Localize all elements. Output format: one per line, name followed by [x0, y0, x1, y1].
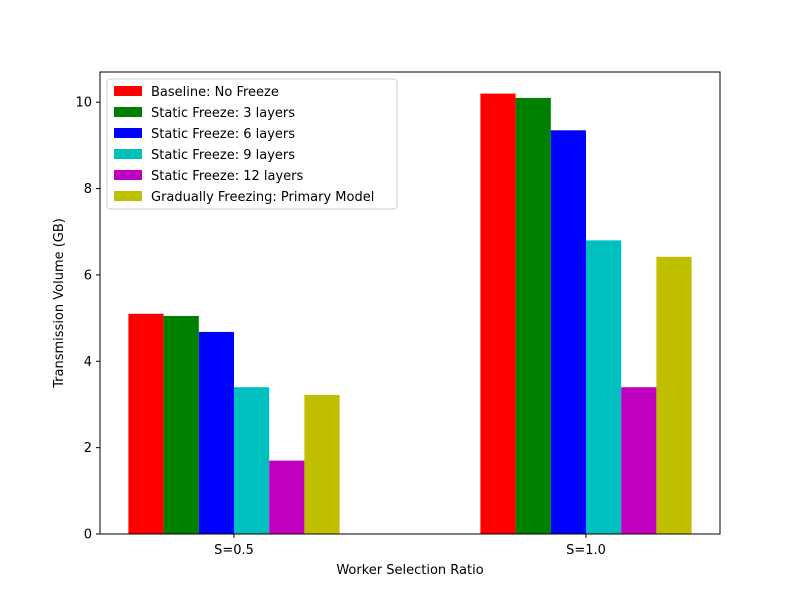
axes-group: 0 2 4 6 8 10 S=0.5 S=1.0: [75, 71, 721, 558]
bar-gradually-freezing-primary-model-s-1-0: [656, 256, 692, 534]
legend-label: Gradually Freezing: Primary Model: [151, 190, 374, 205]
bar-gradually-freezing-primary-model-s-0-5: [304, 394, 340, 534]
bar-baseline-no-freeze-s-0-5: [128, 313, 164, 534]
x-axis-label: Worker Selection Ratio: [336, 563, 483, 578]
bar-static-freeze-12-layers-s-0-5: [269, 460, 305, 534]
bar-static-freeze-6-layers-s-1-0: [550, 130, 586, 535]
x-tick-label: S=1.0: [566, 543, 606, 558]
bar-static-freeze-9-layers-s-0-5: [234, 387, 270, 534]
bar-static-freeze-12-layers-s-1-0: [621, 387, 657, 534]
legend-swatch: [114, 149, 142, 159]
legend-label: Static Freeze: 6 layers: [151, 127, 295, 142]
bar-baseline-no-freeze-s-1-0: [480, 93, 516, 534]
legend-label: Baseline: No Freeze: [151, 85, 279, 100]
y-tick-label: 0: [84, 528, 92, 543]
legend-swatch: [114, 170, 142, 180]
y-tick-label: 10: [75, 96, 92, 111]
y-tick-label: 8: [84, 182, 92, 197]
x-tick-label: S=0.5: [214, 543, 254, 558]
y-axis-label: Transmission Volume (GB): [52, 218, 67, 389]
legend-swatch: [114, 128, 142, 138]
legend-label: Static Freeze: 9 layers: [151, 148, 295, 163]
legend: Baseline: No Freeze Static Freeze: 3 laye…: [106, 78, 398, 210]
bar-static-freeze-3-layers-s-0-5: [163, 315, 199, 534]
legend-box: [106, 78, 398, 210]
y-tick-label: 2: [84, 441, 92, 456]
legend-swatch: [114, 107, 142, 117]
bars-group: [128, 93, 692, 535]
legend-label: Static Freeze: 12 layers: [151, 169, 304, 184]
legend-swatch: [114, 191, 142, 201]
bar-static-freeze-9-layers-s-1-0: [586, 240, 622, 534]
plot-frame: [99, 71, 721, 535]
bar-static-freeze-6-layers-s-0-5: [198, 331, 234, 534]
y-tick-label: 4: [84, 355, 92, 370]
legend-swatch: [114, 86, 142, 96]
legend-label: Static Freeze: 3 layers: [151, 106, 295, 121]
bar-static-freeze-3-layers-s-1-0: [515, 97, 551, 534]
y-tick-label: 6: [84, 268, 92, 283]
